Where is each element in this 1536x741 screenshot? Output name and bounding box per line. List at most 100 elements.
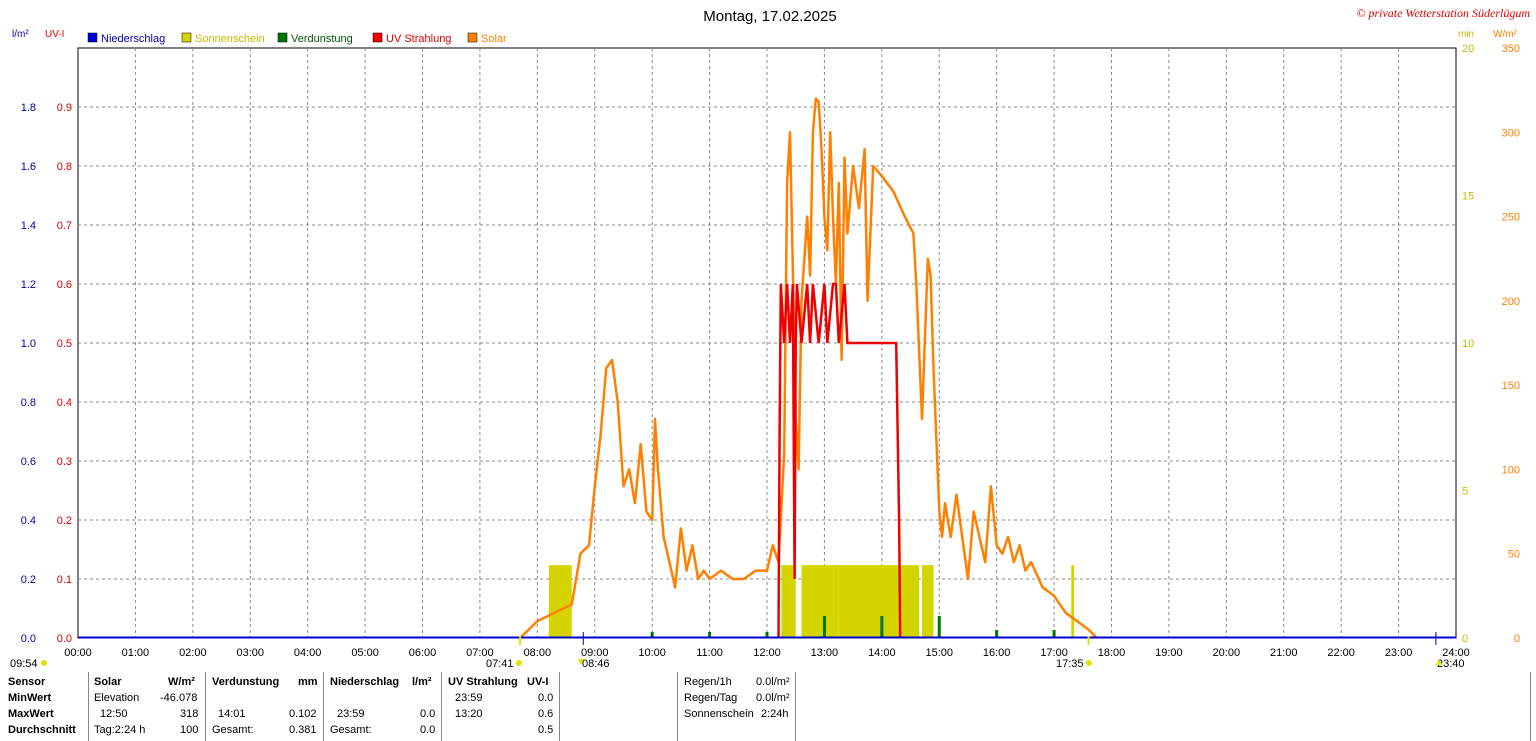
x-tick-label: 10:00 [638, 647, 666, 659]
solar-head: Solar [94, 676, 122, 688]
x-tick-label: 23:00 [1385, 647, 1413, 659]
y-tick-label-uv: 0.6 [57, 279, 72, 291]
sunshine-bar [548, 565, 572, 638]
solar-min-name: Elevation [94, 692, 140, 704]
solar-avg-name: Tag:2:24 h [94, 724, 146, 736]
evaporation-bar [995, 630, 999, 638]
stats-divider [441, 672, 442, 741]
sun-marker-sunset [1086, 660, 1092, 666]
stats-divider [323, 672, 324, 741]
y-tick-label-precip: 0.2 [21, 574, 36, 586]
marker-left-time: 09:54 [10, 658, 38, 670]
unit-right-min: min [1458, 29, 1474, 40]
legend-swatch-niederschlag [87, 32, 98, 43]
evaporation-bar [880, 616, 884, 638]
legend-label-verdunstung: Verdunstung [291, 33, 353, 45]
sun-marker-left [41, 660, 47, 666]
x-tick-label: 19:00 [1155, 647, 1183, 659]
stats-avg-label: Durchschnitt [8, 724, 76, 736]
sunshine-bar [801, 565, 839, 638]
x-tick-label: 16:00 [983, 647, 1011, 659]
x-tick-label: 24:00 [1442, 647, 1470, 659]
legend-label-sonnenschein: Sonnenschein [195, 33, 265, 45]
verdunstung-avg-name: Gesamt: [212, 724, 254, 736]
y-tick-label-precip: 0.0 [21, 633, 36, 645]
y-tick-label-precip: 0.8 [21, 397, 36, 409]
y-tick-label-precip: 0.4 [21, 515, 36, 527]
y-tick-label-uv: 0.4 [57, 397, 72, 409]
uv-head: UV Strahlung [448, 676, 518, 688]
y-tick-label-sunshine: 5 [1462, 486, 1468, 498]
stats-divider [795, 672, 796, 741]
unit-left-precip: l/m² [12, 29, 29, 40]
evaporation-bar [765, 632, 769, 638]
sunshine-series [548, 565, 1075, 638]
x-tick-label: 14:00 [868, 647, 896, 659]
y-tick-label-precip: 1.0 [21, 338, 36, 350]
end-marker-icon [1436, 659, 1442, 665]
x-tick-label: 09:00 [581, 647, 609, 659]
legend-swatch-sonnenschein [181, 32, 192, 43]
uv-min-time: 23:59 [455, 692, 483, 704]
legend: Niederschlag Sonnenschein Verdunstung UV… [87, 32, 507, 45]
y-tick-label-solar: 200 [1502, 296, 1520, 308]
sunshine-bar [922, 565, 934, 638]
y-tick-label-uv: 0.1 [57, 574, 72, 586]
uv-unit: UV-I [527, 676, 549, 688]
verdunstung-head: Verdunstung [212, 676, 280, 688]
y-tick-label-solar: 50 [1508, 549, 1520, 561]
y-tick-label-sunshine: 10 [1462, 338, 1474, 350]
stats-max-label: MaxWert [8, 708, 54, 720]
legend-swatch-verdunstung [277, 32, 288, 43]
y-tick-label-sunshine: 15 [1462, 191, 1474, 203]
regentag-label: Regen/Tag [684, 692, 738, 704]
regentag-value: 0.0l/m² [756, 692, 790, 704]
x-tick-label: 01:00 [122, 647, 150, 659]
y-tick-label-solar: 250 [1502, 212, 1520, 224]
verdunstung-max-time: 14:01 [218, 708, 246, 720]
stats-divider [88, 672, 89, 741]
solar-unit: W/m² [168, 676, 195, 688]
uv-series-line [777, 282, 902, 639]
x-tick-label: 17:00 [1040, 647, 1068, 659]
stats-divider [677, 672, 678, 741]
x-tick-label: 03:00 [236, 647, 264, 659]
y-tick-label-uv: 0.8 [57, 161, 72, 173]
x-tick-label: 13:00 [811, 647, 839, 659]
unit-right-solar: W/m² [1493, 29, 1518, 40]
solar-max-time: 12:50 [100, 708, 128, 720]
y-tick-label-precip: 1.2 [21, 279, 36, 291]
x-tick-label: 00:00 [64, 647, 92, 659]
regen1h-label: Regen/1h [684, 676, 732, 688]
uv-avg-value: 0.5 [538, 724, 554, 736]
y-tick-label-solar: 150 [1502, 380, 1520, 392]
time-markers: 09:54 07:41 08:46 17:35 23:40 [10, 632, 1465, 670]
solar-min-value: -46.078 [160, 692, 198, 704]
y-tick-label-solar: 350 [1502, 43, 1520, 55]
solar-series-line [519, 97, 1098, 639]
marker-elev-max: 08:46 [582, 658, 610, 670]
x-tick-label: 21:00 [1270, 647, 1298, 659]
y-tick-label-solar: 0 [1514, 633, 1520, 645]
y-tick-label-uv: 0.2 [57, 515, 72, 527]
x-tick-label: 20:00 [1213, 647, 1241, 659]
solar-avg-value: 100 [180, 724, 199, 736]
legend-swatch-uv [372, 32, 383, 43]
niederschlag-head: Niederschlag [330, 676, 400, 688]
solar-max-value: 318 [180, 708, 199, 720]
verdunstung-max-value: 0.102 [289, 708, 317, 720]
y-tick-label-solar: 300 [1502, 127, 1520, 139]
legend-label-niederschlag: Niederschlag [101, 33, 165, 45]
y-tick-label-uv: 0.9 [57, 102, 72, 114]
y-tick-label-uv: 0.0 [57, 633, 72, 645]
y-tick-label-uv: 0.7 [57, 220, 72, 232]
x-tick-label: 15:00 [925, 647, 953, 659]
x-tick-label: 12:00 [753, 647, 781, 659]
evaporation-series [650, 616, 1056, 638]
sunshine-bar [1071, 565, 1075, 638]
legend-swatch-solar [467, 32, 478, 43]
y-tick-label-sunshine: 0 [1462, 633, 1468, 645]
sonnenschein-value: 2:24h [761, 708, 789, 720]
uv-max-value: 0.6 [538, 708, 554, 720]
verdunstung-unit: mm [298, 676, 318, 688]
